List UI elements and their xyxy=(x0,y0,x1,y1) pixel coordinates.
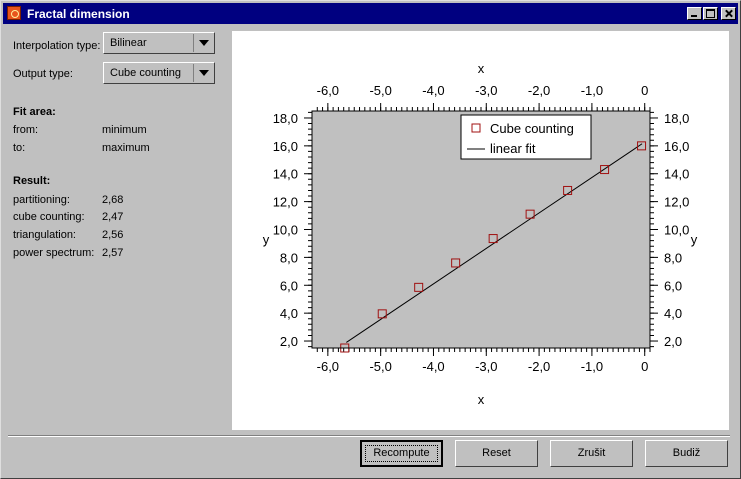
fit-to-label: to: xyxy=(13,142,26,154)
fit-to-value: maximum xyxy=(102,142,150,154)
y-tick-label: 10,0 xyxy=(664,223,689,238)
x-axis-label: x xyxy=(478,61,485,76)
y-tick-label: 10,0 xyxy=(273,223,298,238)
reset-button[interactable]: Reset xyxy=(455,440,538,467)
x-tick-label: -3,0 xyxy=(475,83,497,98)
x-tick-label: 0 xyxy=(641,359,648,374)
fit-area-heading: Fit area: xyxy=(13,106,56,118)
y-tick-label: 4,0 xyxy=(664,306,682,321)
fit-from-label: from: xyxy=(13,124,39,136)
plot-frame xyxy=(311,110,651,349)
x-tick-label: -4,0 xyxy=(422,359,444,374)
cube-counting-point xyxy=(637,141,647,151)
separator xyxy=(8,435,730,437)
x-tick-label: -1,0 xyxy=(581,359,603,374)
window-title: Fractal dimension xyxy=(27,7,130,21)
y-tick-label: 16,0 xyxy=(664,139,689,154)
y-tick-label: 8,0 xyxy=(664,250,682,265)
result-value: 2,47 xyxy=(102,211,124,223)
ok-button[interactable]: Budiž xyxy=(645,440,728,467)
cube-counting-point xyxy=(377,309,387,319)
interpolation-type-value: Bilinear xyxy=(110,37,147,49)
x-tick-label: -1,0 xyxy=(581,83,603,98)
output-type-select[interactable]: Cube counting xyxy=(103,62,215,84)
y-axis-label: y xyxy=(263,232,270,247)
output-type-value: Cube counting xyxy=(110,67,181,79)
recompute-button[interactable]: Recompute xyxy=(360,440,443,467)
cancel-button[interactable]: Zrušit xyxy=(550,440,633,467)
y-tick-label: 4,0 xyxy=(280,306,298,321)
interpolation-type-select[interactable]: Bilinear xyxy=(103,32,215,54)
interpolation-type-label: Interpolation type: xyxy=(13,40,101,52)
title-bar[interactable]: Fractal dimension xyxy=(3,3,738,24)
x-axis-label: x xyxy=(478,392,485,407)
x-tick-label: -5,0 xyxy=(369,359,391,374)
maximize-icon[interactable] xyxy=(703,7,718,20)
linear-fit-line xyxy=(346,143,643,343)
chevron-down-icon[interactable] xyxy=(193,64,213,82)
y-tick-label: 16,0 xyxy=(273,139,298,154)
y-tick-label: 14,0 xyxy=(664,167,689,182)
y-tick-label: 2,0 xyxy=(280,334,298,349)
y-tick-label: 6,0 xyxy=(280,278,298,293)
y-tick-label: 18,0 xyxy=(273,111,298,126)
output-type-label: Output type: xyxy=(13,68,73,80)
cube-counting-point xyxy=(488,234,498,244)
result-label: power spectrum: xyxy=(13,247,95,259)
y-tick-label: 6,0 xyxy=(664,278,682,293)
x-tick-label: -2,0 xyxy=(528,83,550,98)
x-tick-label: -3,0 xyxy=(475,359,497,374)
legend-label: linear fit xyxy=(490,141,536,156)
result-label: cube counting: xyxy=(13,211,85,223)
result-value: 2,57 xyxy=(102,247,124,259)
result-value: 2,56 xyxy=(102,229,124,241)
y-tick-label: 12,0 xyxy=(273,195,298,210)
result-value: 2,68 xyxy=(102,194,124,206)
x-tick-label: -2,0 xyxy=(528,359,550,374)
x-tick-label: -5,0 xyxy=(369,83,391,98)
y-axis-label: y xyxy=(691,232,698,247)
x-tick-label: -6,0 xyxy=(317,359,339,374)
y-tick-label: 18,0 xyxy=(664,111,689,126)
y-tick-label: 8,0 xyxy=(280,250,298,265)
graph-panel: -6,0 -6,0 -5,0 -5,0 -4,0 -4,0 -3,0 -3,0 -2,0 -2,0… xyxy=(232,31,729,430)
cube-counting-point xyxy=(600,165,610,175)
y-tick-label: 12,0 xyxy=(664,195,689,210)
y-tick-label: 14,0 xyxy=(273,167,298,182)
result-label: triangulation: xyxy=(13,229,76,241)
fractal-dimension-chart: -6,0 -6,0 -5,0 -5,0 -4,0 -4,0 -3,0 -3,0 -2,0 -2,0… xyxy=(263,61,698,407)
legend-box xyxy=(460,114,592,160)
result-label: partitioning: xyxy=(13,194,70,206)
x-tick-label: -4,0 xyxy=(422,83,444,98)
cube-counting-point xyxy=(563,185,573,195)
cube-counting-point xyxy=(414,282,424,292)
y-tick-label: 2,0 xyxy=(664,334,682,349)
fractal-app-icon[interactable] xyxy=(7,6,21,20)
x-tick-label: -6,0 xyxy=(317,83,339,98)
x-tick-label: 0 xyxy=(641,83,648,98)
result-heading: Result: xyxy=(13,175,51,187)
y-minor-ticks xyxy=(308,111,654,348)
cube-counting-point xyxy=(451,258,461,268)
close-icon[interactable] xyxy=(721,7,736,20)
fit-from-value: minimum xyxy=(102,124,147,136)
legend-marker xyxy=(471,123,481,133)
chevron-down-icon[interactable] xyxy=(193,34,213,52)
minimize-icon[interactable] xyxy=(687,7,702,20)
legend-label: Cube counting xyxy=(490,121,574,136)
cube-counting-point xyxy=(525,209,535,219)
